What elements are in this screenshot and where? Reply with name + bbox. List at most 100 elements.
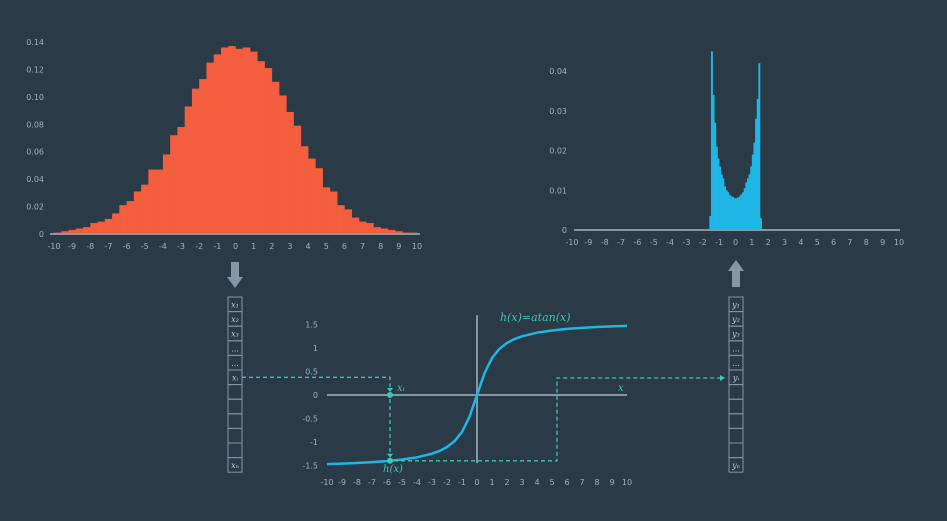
output-vector-cell bbox=[728, 413, 744, 429]
x-tick-label: 4 bbox=[798, 238, 803, 247]
output-histogram-bar bbox=[717, 158, 720, 230]
x-tick-label: -4 bbox=[413, 478, 421, 487]
mapping-dashed-lines bbox=[242, 375, 725, 462]
output-histogram-bar bbox=[724, 186, 726, 230]
output-histogram-bar bbox=[737, 197, 740, 230]
x-tick-label: -1 bbox=[458, 478, 466, 487]
output-vector-cell-box bbox=[728, 398, 744, 415]
input-histogram-bar bbox=[141, 184, 149, 234]
input-histogram-bar bbox=[213, 54, 222, 234]
output-vector-cell bbox=[728, 442, 744, 459]
y-tick-label: 0.06 bbox=[26, 148, 44, 157]
x-tick-label: -1 bbox=[715, 238, 723, 247]
x-tick-label: 9 bbox=[880, 238, 885, 247]
output-histogram-bars bbox=[709, 51, 762, 230]
output-histogram-bar bbox=[719, 166, 722, 230]
output-histogram-bar bbox=[740, 194, 743, 230]
output-histogram-bar bbox=[732, 197, 735, 230]
input-histogram-bar bbox=[329, 191, 338, 234]
input-histogram-y-ticks: 0 0.02 0.04 0.06 0.08 0.10 0.12 0.14 bbox=[26, 38, 44, 239]
output-histogram-x-ticks: -10 -9 -8 -7 -6 -5 -4 -3 -2 -1 0 1 2 3 4 5 6 7 8 9 10 bbox=[565, 238, 904, 247]
x-tick-label: 2 bbox=[766, 238, 771, 247]
y-tick-label: 0.14 bbox=[26, 38, 44, 47]
input-histogram-bar bbox=[250, 51, 258, 234]
input-histogram-bar bbox=[112, 213, 120, 234]
y-tick-label: 0.10 bbox=[26, 93, 44, 102]
input-histogram-bar bbox=[308, 158, 316, 234]
output-vector-cell-box bbox=[728, 413, 744, 429]
input-vector-cell: x₂ bbox=[227, 311, 243, 327]
output-histogram-bar bbox=[758, 63, 761, 230]
input-histogram-bar bbox=[351, 217, 360, 234]
x-tick-label: 4 bbox=[534, 478, 539, 487]
input-histogram-bar bbox=[264, 68, 273, 234]
x-tick-label: -8 bbox=[601, 238, 609, 247]
input-vector-cell-label: xₙ bbox=[231, 461, 239, 470]
output-histogram-bar bbox=[756, 98, 759, 230]
output-histogram-bar bbox=[727, 192, 730, 230]
x-tick-label: -7 bbox=[368, 478, 376, 487]
x-tick-label: 7 bbox=[847, 238, 852, 247]
x-tick-label: 5 bbox=[324, 242, 329, 251]
x-tick-label: 5 bbox=[549, 478, 554, 487]
x-tick-label: -8 bbox=[86, 242, 94, 251]
output-vector-cell-label: yᵢ bbox=[732, 374, 740, 383]
input-histogram-bar bbox=[68, 229, 77, 234]
input-histogram-bars bbox=[54, 46, 418, 235]
input-histogram-x-ticks: -10 -9 -8 -7 -6 -5 -4 -3 -2 -1 0 1 2 3 4 5 6 7 8 9 10 bbox=[47, 242, 422, 251]
input-histogram-bar bbox=[162, 154, 171, 234]
input-vector-cell-label: x₃ bbox=[231, 330, 239, 339]
output-vector-cell: yᵢ bbox=[728, 369, 744, 386]
x-tick-label: 6 bbox=[564, 478, 569, 487]
hx-output-path bbox=[394, 377, 720, 462]
input-vector-cell-box bbox=[227, 442, 243, 459]
output-histogram-bar bbox=[743, 188, 746, 230]
input-histogram-bar bbox=[366, 223, 374, 234]
y-tick-label: 0.02 bbox=[549, 147, 567, 156]
x-tick-label: 8 bbox=[594, 478, 599, 487]
y-tick-label: 1 bbox=[313, 344, 318, 353]
output-vector-cell-label: y₂ bbox=[731, 315, 740, 324]
output-histogram-bar bbox=[746, 178, 749, 230]
input-histogram-bar bbox=[395, 231, 403, 234]
output-histogram-bar bbox=[715, 146, 718, 230]
output-vector-cell-label: yₙ bbox=[731, 461, 740, 470]
input-vector-cell-label: ... bbox=[231, 344, 239, 353]
input-vector-cell bbox=[227, 442, 243, 459]
x-tick-label: -10 bbox=[320, 478, 333, 487]
input-vector: x₁ x₂ x₃...... xᵢ xₙ bbox=[227, 296, 243, 473]
output-histogram-bar bbox=[722, 178, 725, 230]
x-tick-label: -2 bbox=[443, 478, 451, 487]
input-histogram-bar bbox=[242, 47, 251, 234]
output-vector-cell-label: y₃ bbox=[731, 330, 740, 339]
output-histogram-bar bbox=[751, 154, 754, 230]
arrowhead bbox=[720, 375, 725, 381]
input-histogram-bar bbox=[380, 228, 389, 234]
x-tick-label: 3 bbox=[519, 478, 524, 487]
output-histogram-bar bbox=[742, 192, 744, 230]
arrowhead bbox=[387, 453, 393, 458]
input-vector-cell bbox=[227, 384, 243, 400]
input-vector-cell bbox=[227, 427, 243, 444]
y-tick-label: 0 bbox=[39, 230, 44, 239]
x-tick-label: 2 bbox=[504, 478, 509, 487]
input-vector-cell-box bbox=[227, 427, 243, 444]
x-tick-label: -6 bbox=[633, 238, 641, 247]
output-vector-cell: ... bbox=[728, 354, 744, 371]
input-vector-cell-box bbox=[227, 384, 243, 400]
output-vector-cell-box bbox=[728, 384, 744, 400]
x-axis-label: x bbox=[618, 383, 624, 394]
x-tick-label: 6 bbox=[342, 242, 347, 251]
input-histogram: -10 -9 -8 -7 -6 -5 -4 -3 -2 -1 0 1 2 3 4 5 6 7 8 9 10 00.020… bbox=[26, 38, 422, 251]
output-vector-cell: y₁ bbox=[728, 296, 744, 313]
atan-function-plot: -10 -9 -8 -7 -6 -5 -4 -3 -2 -1 0 1 2 3 4 5 6 7 8 9 10 -1.5-1… bbox=[242, 311, 725, 487]
output-histogram-bar bbox=[738, 196, 741, 230]
x-tick-label: 3 bbox=[782, 238, 787, 247]
output-histogram-bar bbox=[709, 216, 712, 230]
x-tick-label: 9 bbox=[609, 478, 614, 487]
x-tick-label: -4 bbox=[159, 242, 167, 251]
output-histogram-bar bbox=[728, 195, 731, 230]
output-histogram: -10 -9 -8 -7 -6 -5 -4 -3 -2 -1 0 1 2 3 4 5 6 7 8 9 10 00.010… bbox=[549, 51, 904, 247]
x-tick-label: -6 bbox=[123, 242, 131, 251]
